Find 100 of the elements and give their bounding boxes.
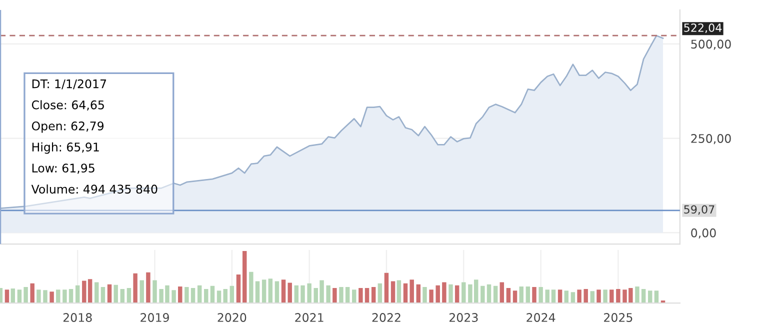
bar xyxy=(107,284,112,304)
bar xyxy=(288,282,292,304)
bar xyxy=(262,280,266,304)
bar xyxy=(10,288,16,304)
bar xyxy=(641,289,646,304)
bar xyxy=(635,286,640,304)
bar xyxy=(281,280,286,304)
bar xyxy=(140,280,144,304)
bar xyxy=(24,286,28,304)
bar xyxy=(500,282,504,304)
ref-line-label: 522,04 xyxy=(684,23,722,34)
bar xyxy=(75,285,80,304)
ref-line-label: 59,07 xyxy=(684,205,714,215)
bar xyxy=(390,281,396,304)
bar xyxy=(126,288,132,304)
bar xyxy=(172,290,176,304)
bar xyxy=(429,290,434,304)
annotation: High: 65,91 xyxy=(32,142,99,154)
bar xyxy=(352,290,356,304)
bar xyxy=(300,285,305,304)
bar xyxy=(603,290,608,304)
bar xyxy=(486,284,492,304)
bar xyxy=(307,283,312,304)
bar xyxy=(493,286,498,304)
y-tick-label: 500,00 xyxy=(691,40,731,50)
bar xyxy=(133,273,138,304)
x-tick-label: 2018 xyxy=(63,313,92,322)
bar xyxy=(43,290,48,304)
bar xyxy=(364,288,370,304)
bar xyxy=(422,286,427,304)
bar xyxy=(204,289,208,304)
bar xyxy=(242,251,247,304)
x-tick-label: 2020 xyxy=(218,313,246,322)
bar xyxy=(610,290,614,304)
bar xyxy=(236,274,241,304)
bar xyxy=(396,280,402,304)
bar xyxy=(255,281,260,304)
bar xyxy=(358,288,363,304)
bar xyxy=(512,290,518,304)
bar xyxy=(345,286,350,304)
bar xyxy=(442,282,446,304)
bar xyxy=(152,280,157,304)
bar xyxy=(249,272,254,304)
bar xyxy=(339,286,344,304)
bar xyxy=(506,288,511,304)
bar xyxy=(545,290,550,304)
bar xyxy=(268,278,273,304)
bar xyxy=(532,286,536,304)
x-tick-label: 2024 xyxy=(526,313,556,322)
bar xyxy=(564,290,569,304)
annotation: Volume: 494 435 840 xyxy=(31,184,158,194)
bar xyxy=(519,286,524,304)
bar xyxy=(654,290,659,304)
bar xyxy=(448,284,453,304)
y-tick-label: 250,00 xyxy=(691,134,731,144)
bar xyxy=(62,290,67,304)
bar xyxy=(570,292,576,304)
bar xyxy=(223,289,228,304)
annotation: Low: 61,95 xyxy=(32,164,94,174)
bar xyxy=(538,286,543,304)
bar xyxy=(230,286,234,304)
bar xyxy=(36,290,41,304)
annotation: Open: 62,79 xyxy=(32,121,104,133)
x-tick-label: 2021 xyxy=(295,313,324,322)
bar xyxy=(17,290,22,304)
bar xyxy=(378,283,382,304)
bar xyxy=(648,290,652,304)
y-tick-label: 0,00 xyxy=(691,228,716,239)
bar xyxy=(210,286,215,304)
bar xyxy=(120,289,125,304)
bar xyxy=(190,288,196,304)
x-tick-label: 2022 xyxy=(372,313,400,322)
bar xyxy=(590,291,595,304)
bar xyxy=(416,284,421,304)
bar xyxy=(68,289,74,304)
bar xyxy=(371,286,376,304)
bar xyxy=(178,286,182,304)
x-tick-label: 2023 xyxy=(449,313,478,322)
x-tick-label: 2019 xyxy=(140,313,169,322)
bar xyxy=(403,283,408,304)
bar xyxy=(616,289,620,304)
bar xyxy=(197,285,202,304)
bar xyxy=(584,289,588,304)
annotation: Close: 64,65 xyxy=(32,100,104,111)
bar xyxy=(294,285,299,304)
bar xyxy=(551,290,556,304)
bar xyxy=(274,281,280,304)
bar xyxy=(436,285,440,304)
bar xyxy=(454,285,460,304)
bar xyxy=(526,286,530,304)
bar xyxy=(94,282,99,304)
bar xyxy=(558,290,562,304)
bar xyxy=(577,290,582,304)
bar xyxy=(0,288,3,304)
bar xyxy=(184,286,189,304)
bar xyxy=(480,286,485,304)
annotation: DT: 1/1/2017 xyxy=(32,79,106,90)
x-tick-label: 2025 xyxy=(604,313,632,322)
bar xyxy=(50,292,54,304)
bar xyxy=(56,290,60,304)
